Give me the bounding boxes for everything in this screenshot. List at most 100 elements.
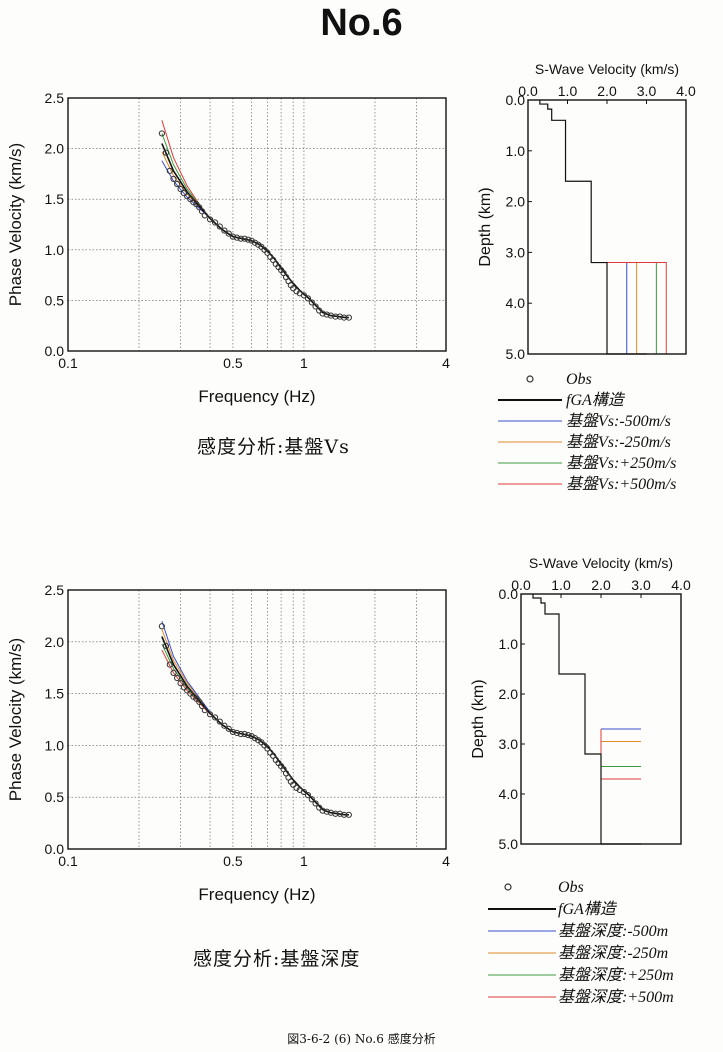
vs-profile-chart-top: S-Wave Velocity (km/s) 0.0 1.0 2.0 3.0 4.0 0.0…: [477, 61, 696, 362]
vs-chart-title: S-Wave Velocity (km/s): [529, 555, 673, 571]
series-line: [161, 649, 211, 715]
series-line: [161, 143, 349, 319]
obs-point: [206, 711, 214, 718]
series-line: [161, 636, 349, 816]
x-tick-label: 0.0: [511, 577, 531, 593]
x-tick-label: 0.5: [223, 355, 243, 371]
obs-point: [180, 684, 188, 691]
obs-point: [198, 702, 206, 710]
obs-point: [316, 804, 323, 811]
obs-point: [323, 808, 330, 815]
obs-point: [166, 661, 173, 668]
obs-point: [258, 739, 265, 746]
legend-label: fGA構造: [566, 391, 626, 409]
y-tick-label: 0.0: [499, 586, 519, 602]
x-tick-label: 1.0: [551, 577, 571, 593]
x-tick-label: 1: [300, 853, 308, 869]
x-tick-label: 0.5: [223, 853, 243, 869]
y-tick-label: 5.0: [499, 836, 519, 852]
obs-point: [187, 690, 194, 697]
fga-profile: [532, 594, 641, 845]
obs-point: [245, 731, 252, 739]
obs-point: [304, 792, 312, 799]
legend-label: Obs: [558, 879, 584, 896]
obs-point: [211, 714, 219, 721]
obs-point: [201, 212, 208, 219]
obs-point: [316, 307, 323, 314]
obs-point: [201, 707, 208, 714]
x-tick-label: 0.0: [518, 83, 538, 99]
y-tick-label: 3.0: [499, 736, 519, 752]
obs-point: [308, 796, 315, 803]
y-tick-label: 2.5: [45, 582, 65, 598]
series-line: [161, 160, 211, 219]
legend-label: 基盤Vs:-250m/s: [566, 433, 671, 451]
y-tick-label: 1.0: [45, 242, 65, 258]
obs-point: [332, 810, 339, 817]
plot-frame: [520, 593, 682, 845]
y-tick-label: 2.0: [499, 686, 519, 702]
x-tick-label: 2.0: [597, 83, 617, 99]
plot-frame: [527, 99, 687, 355]
y-tick-label: 4.0: [506, 295, 526, 311]
obs-point: [264, 249, 271, 256]
obs-point: [177, 680, 184, 687]
legend-label: 基盤深度:+250m: [558, 966, 674, 984]
legend-obs-marker: [526, 375, 534, 383]
y-tick-label: 1.5: [45, 191, 65, 207]
legend-obs-marker: [504, 883, 512, 891]
obs-point: [180, 190, 188, 197]
obs-point: [290, 285, 297, 292]
obs-point: [225, 725, 232, 732]
obs-point: [158, 130, 165, 137]
y-tick-label: 0.0: [45, 343, 65, 359]
sensitivity-profile: [600, 729, 641, 767]
vs-chart-title: S-Wave Velocity (km/s): [535, 61, 679, 77]
obs-point: [166, 167, 173, 174]
x-tick-label: 4: [442, 853, 450, 869]
obs-point: [216, 223, 223, 230]
obs-point: [241, 730, 248, 738]
obs-point: [174, 674, 181, 682]
obs-point: [225, 230, 232, 237]
y-tick-label: 2.5: [45, 90, 65, 106]
obs-point: [290, 781, 297, 788]
obs-point: [162, 149, 170, 156]
series-line: [161, 620, 211, 713]
x-tick-label: 1.0: [558, 83, 578, 99]
obs-point: [196, 204, 203, 211]
obs-point: [233, 234, 241, 241]
obs-point: [229, 233, 237, 240]
x-tick-label: 4.0: [676, 83, 696, 99]
y-tick-label: 1.0: [45, 737, 65, 753]
sensitivity-profile: [600, 729, 641, 742]
obs-point: [158, 623, 165, 630]
obs-point: [319, 807, 326, 814]
x-tick-label: 4.0: [671, 577, 691, 593]
sensitivity-profile: [607, 262, 657, 354]
x-tick-label: 4: [442, 355, 450, 371]
obs-point: [237, 235, 244, 242]
legend-label: 基盤Vs:+500m/s: [566, 475, 676, 493]
legend-label: 基盤Vs:+250m/s: [566, 454, 676, 472]
obs-point: [196, 698, 203, 705]
fga-profile: [539, 100, 647, 355]
obs-point: [229, 728, 237, 736]
phase-velocity-chart-top: 0.1 0.5 1 4 0.0 0.5 1.0 1.5 2.0 2.5 Frequency (Hz)…: [6, 90, 450, 406]
obs-point: [233, 729, 241, 737]
obs-point: [264, 745, 271, 752]
x-tick-label: 3.0: [637, 83, 657, 99]
y-axis-label: Depth (km): [470, 679, 487, 758]
obs-point: [177, 185, 184, 193]
legend-label: 基盤深度:+500m: [558, 988, 674, 1006]
y-tick-label: 0.0: [45, 841, 65, 857]
legend-label: 基盤Vs:-500m/s: [566, 412, 671, 430]
sensitivity-profile: [607, 262, 628, 354]
plot-frame: [67, 589, 447, 850]
obs-point: [332, 313, 339, 320]
y-tick-label: 4.0: [499, 786, 519, 802]
obs-point: [255, 241, 262, 248]
legend-label: Obs: [566, 371, 592, 388]
legend-label: 基盤深度:-500m: [558, 922, 668, 940]
obs-point: [170, 669, 177, 676]
